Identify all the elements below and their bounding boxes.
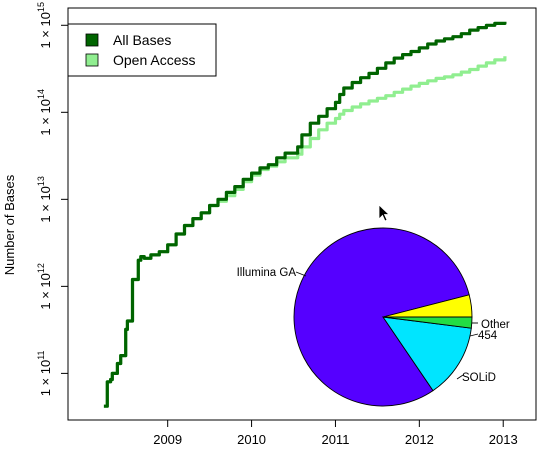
legend-box: [67, 23, 217, 77]
pie-slice-illumina-ga: [293, 227, 470, 407]
x-tick-label: 2009: [153, 432, 182, 447]
pie-leader-line: [469, 333, 479, 337]
mouse-pointer-icon: [378, 204, 391, 222]
y-tick-exponent: 12: [36, 263, 46, 273]
x-tick-label: 2013: [489, 432, 518, 447]
y-axis-label: Number of Bases: [2, 174, 17, 275]
x-tick-label: 2011: [321, 432, 349, 447]
legend: All Bases Open Access: [67, 23, 217, 77]
y-tick-base: 1 × 10: [38, 360, 53, 397]
pie-label: Other: [481, 319, 510, 331]
y-tick-base: 1 × 10: [38, 273, 53, 310]
pie-label: SOLiD: [462, 372, 496, 384]
y-tick-label: 1 × 1015: [36, 2, 53, 49]
pie-slice-other: [382, 294, 473, 318]
legend-swatch: [85, 53, 99, 67]
y-tick-exponent: 14: [36, 89, 46, 99]
y-tick-base: 1 × 10: [38, 12, 53, 49]
pie-label: 454: [478, 330, 498, 342]
pie-leader-line: [456, 374, 464, 380]
series-line-all-bases: [103, 21, 507, 408]
legend-label: All Bases: [113, 32, 171, 48]
y-tick-exponent: 11: [36, 350, 46, 359]
pie-leader-line: [295, 271, 307, 277]
y-tick-base: 1 × 10: [38, 99, 53, 136]
y-tick-base: 1 × 10: [38, 186, 53, 223]
pie-label: Illumina GA: [237, 267, 297, 279]
legend-swatch: [85, 33, 99, 47]
pie-slice-solid: [382, 316, 472, 392]
y-tick-exponent: 15: [36, 2, 46, 12]
y-tick-label: 1 × 1014: [36, 89, 53, 136]
series-layer: [103, 21, 507, 408]
y-tick-exponent: 13: [36, 176, 46, 186]
x-tick-label: 2012: [405, 432, 434, 447]
legend-label: Open Access: [113, 52, 196, 68]
y-tick-label: 1 × 1012: [36, 263, 53, 310]
plot-frame: [67, 7, 537, 421]
y-tick-label: 1 × 1013: [36, 176, 53, 223]
x-tick-label: 2010: [237, 432, 266, 447]
y-tick-label: 1 × 1011: [36, 350, 53, 396]
x-axis: 2009 2010 2011 2012 2013: [153, 420, 518, 447]
